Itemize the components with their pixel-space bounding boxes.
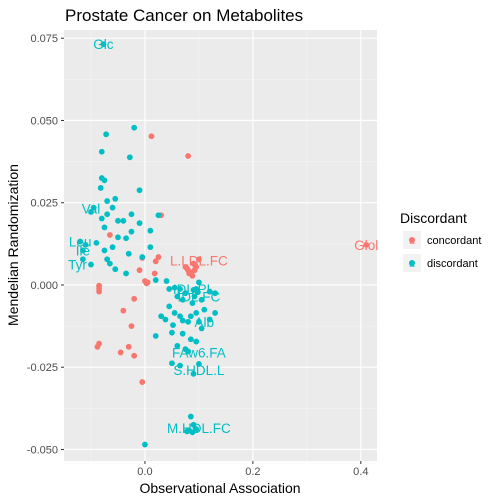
legend-label: discordant: [427, 258, 478, 270]
x-tick-label: 0.4: [353, 466, 368, 478]
discordant-point: [99, 149, 105, 155]
discordant-point: [104, 211, 110, 217]
discordant-point: [139, 254, 145, 260]
discordant-point: [102, 248, 108, 254]
concordant-point: [131, 296, 137, 302]
discordant-point: [102, 225, 108, 231]
discordant-point: [120, 218, 126, 224]
point-label: Glol: [354, 238, 378, 253]
y-tick-label: -0.025: [27, 362, 58, 374]
discordant-point: [126, 251, 132, 257]
discordant-point: [115, 218, 121, 224]
discordant-point: [102, 177, 108, 183]
legend-title: Discordant: [400, 210, 467, 226]
concordant-point: [139, 379, 145, 385]
concordant-point: [153, 258, 159, 264]
discordant-point: [112, 196, 118, 202]
x-tick-label: 0.2: [245, 466, 260, 478]
point-label: L.LDL.FC: [170, 253, 228, 268]
concordant-point: [120, 308, 126, 314]
point-label: Val: [82, 202, 101, 217]
discordant-point: [110, 205, 116, 211]
discordant-point: [156, 212, 162, 218]
discordant-point: [129, 211, 135, 217]
discordant-point: [172, 310, 178, 316]
discordant-point: [107, 261, 113, 267]
legend-label: concordant: [427, 235, 481, 247]
concordant-point: [96, 289, 102, 295]
discordant-point: [137, 220, 143, 226]
point-label: S.HDL.L: [173, 363, 225, 378]
discordant-point: [153, 333, 159, 339]
point-label: IDL.FC: [178, 289, 221, 304]
legend: Discordant a concordant a discordant: [400, 210, 481, 272]
discordant-point: [170, 322, 176, 328]
discordant-point: [110, 244, 116, 250]
concordant-point: [129, 323, 135, 329]
discordant-point: [112, 266, 118, 272]
discordant-point: [123, 235, 129, 241]
x-tick-label: 0.0: [137, 466, 152, 478]
concordant-point: [126, 344, 132, 350]
point-label: M.HDL.FC: [167, 421, 231, 436]
chart-title: Prostate Cancer on Metabolites: [65, 6, 303, 25]
discordant-point: [93, 240, 99, 246]
discordant-point: [98, 185, 104, 191]
discordant-point: [180, 318, 186, 324]
discordant-point: [153, 277, 159, 283]
discordant-point: [188, 336, 194, 342]
discordant-point: [201, 307, 207, 313]
discordant-point: [169, 330, 175, 336]
point-label: FAw6.FA: [172, 345, 226, 360]
discordant-point: [147, 244, 153, 250]
discordant-point: [166, 303, 172, 309]
concordant-point: [131, 353, 137, 359]
point-label: Glc: [93, 37, 114, 52]
discordant-point: [185, 319, 191, 325]
discordant-point: [188, 313, 194, 319]
legend-key-glyph: a: [409, 259, 415, 270]
concordant-point: [142, 278, 148, 284]
y-tick-label: 0.075: [30, 33, 58, 45]
concordant-point: [190, 273, 196, 279]
concordant-point: [152, 271, 158, 277]
discordant-point: [137, 187, 143, 193]
discordant-point: [104, 198, 110, 204]
concordant-point: [185, 153, 191, 159]
concordant-point: [149, 133, 155, 139]
discordant-point: [129, 229, 135, 235]
x-axis-title: Observational Association: [139, 480, 300, 496]
discordant-point: [131, 125, 137, 131]
discordant-point: [193, 339, 199, 345]
discordant-point: [147, 228, 153, 234]
discordant-point: [163, 317, 169, 323]
y-tick-label: 0.025: [30, 198, 58, 210]
point-label: Ile: [76, 243, 90, 258]
concordant-point: [118, 350, 124, 356]
point-label: Alb: [195, 315, 215, 330]
discordant-point: [123, 271, 129, 277]
discordant-point: [166, 286, 172, 292]
y-axis-title: Mendelian Randomization: [5, 164, 21, 326]
concordant-point: [107, 232, 113, 238]
discordant-point: [142, 442, 148, 448]
discordant-point: [164, 278, 170, 284]
y-tick-label: 0.000: [30, 280, 58, 292]
y-tick-label: 0.050: [30, 115, 58, 127]
legend-keys: a concordant a discordant: [403, 231, 481, 272]
concordant-point: [137, 267, 143, 273]
y-tick-label: -0.050: [27, 444, 58, 456]
point-label: Tyr: [68, 258, 87, 273]
discordant-point: [180, 331, 186, 337]
discordant-point: [115, 234, 121, 240]
discordant-point: [88, 262, 94, 268]
legend-key-glyph: a: [409, 236, 415, 247]
concordant-point: [95, 344, 101, 350]
discordant-point: [188, 414, 194, 420]
discordant-point: [103, 131, 109, 137]
discordant-point: [127, 154, 133, 160]
